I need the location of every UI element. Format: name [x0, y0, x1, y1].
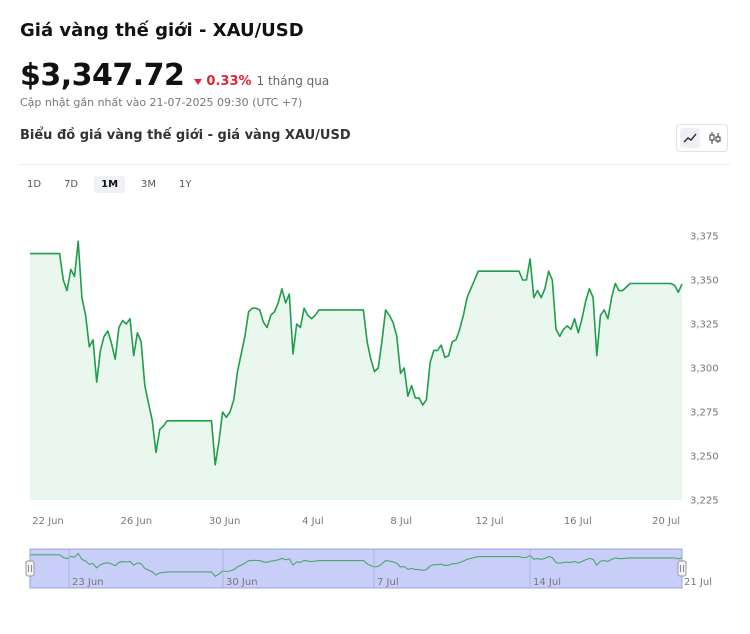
x-tick-label: 22 Jun — [32, 516, 64, 527]
candlestick-button[interactable] — [705, 128, 725, 148]
range-1y-button[interactable]: 1Y — [179, 179, 192, 190]
y-tick-label: 3,325 — [690, 320, 719, 331]
price-change: 0.33% — [194, 73, 252, 89]
range-7d-button[interactable]: 7D — [64, 179, 79, 190]
header-divider — [20, 164, 730, 165]
price-row: $3,347.72 0.33% 1 tháng qua — [20, 58, 329, 93]
change-percent: 0.33% — [206, 73, 252, 89]
last-updated: Cập nhật gần nhất vào 21-07-2025 09:30 (… — [20, 96, 303, 109]
x-tick-label: 8 Jul — [390, 516, 412, 527]
line-chart-icon — [682, 133, 697, 143]
y-tick-label: 3,225 — [690, 496, 719, 507]
navigator-line — [30, 552, 683, 578]
price-area — [30, 241, 682, 501]
navigator-label: 7 Jul — [377, 577, 399, 588]
x-tick-label: 26 Jun — [121, 516, 153, 527]
chart-subtitle: Biểu đồ giá vàng thế giới - giá vàng XAU… — [20, 128, 351, 143]
current-price: $3,347.72 — [20, 58, 185, 93]
range-3m-button[interactable]: 3M — [141, 179, 157, 190]
chart-type-toggle — [676, 124, 728, 152]
x-tick-label: 20 Jul — [652, 516, 680, 527]
navigator-right-handle[interactable] — [677, 560, 687, 577]
x-tick-label: 12 Jul — [476, 516, 504, 527]
page-title: Giá vàng thế giới - XAU/USD — [20, 20, 304, 41]
range-selector: 1D 7D 1M 3M 1Y — [20, 176, 208, 193]
change-period: 1 tháng qua — [256, 74, 330, 88]
x-tick-label: 4 Jul — [302, 516, 324, 527]
range-1d-button[interactable]: 1D — [27, 179, 42, 190]
navigator-label: 21 Jul — [684, 577, 712, 588]
y-tick-label: 3,300 — [690, 364, 719, 375]
navigator-left-handle[interactable] — [25, 560, 35, 577]
range-1m-button[interactable]: 1M — [94, 176, 126, 193]
y-tick-label: 3,375 — [690, 232, 719, 243]
navigator-label: 23 Jun — [72, 577, 104, 588]
candlestick-icon — [709, 132, 720, 144]
y-tick-label: 3,250 — [690, 452, 719, 463]
navigator-label: 14 Jul — [533, 577, 561, 588]
y-tick-label: 3,275 — [690, 408, 719, 419]
navigator-label: 30 Jun — [226, 577, 258, 588]
line-chart-button[interactable] — [679, 128, 700, 148]
x-tick-label: 16 Jul — [564, 516, 592, 527]
y-tick-label: 3,350 — [690, 276, 719, 287]
navigator-window[interactable] — [29, 548, 683, 589]
price-line — [30, 240, 683, 466]
down-arrow-icon — [194, 79, 203, 85]
x-tick-label: 30 Jun — [209, 516, 241, 527]
